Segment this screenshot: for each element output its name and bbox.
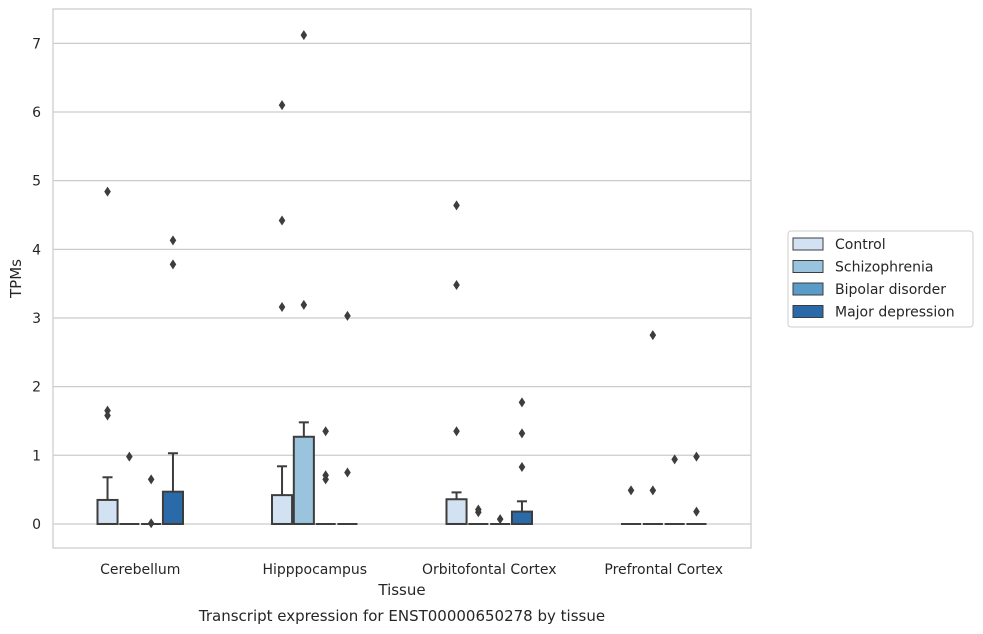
y-tick-label: 5 (32, 174, 41, 190)
gridlines (53, 42, 751, 525)
legend-label: Major depression (835, 305, 955, 321)
box-major-depression (510, 397, 534, 525)
outlier-point (278, 100, 286, 111)
outlier-point (104, 410, 111, 421)
x-tick-label: Orbitofontal Cortex (422, 562, 557, 578)
box-major-depression (161, 235, 185, 525)
box-control (270, 100, 294, 525)
legend-label: Control (835, 237, 886, 253)
box-body (510, 510, 534, 525)
outlier-point (693, 451, 700, 462)
outlier-point (649, 485, 657, 496)
outlier-point (627, 485, 635, 496)
outlier-point (453, 200, 460, 211)
y-tick-label: 2 (32, 380, 41, 396)
box-bipolar-disorder (315, 426, 336, 525)
outlier-point (126, 451, 133, 462)
legend-swatch (792, 305, 824, 318)
outlier-point (169, 259, 177, 270)
outlier-point (169, 235, 177, 246)
legend-swatch (792, 282, 824, 296)
box-body (96, 498, 119, 525)
x-tick-label: Prefrontal Cortex (604, 562, 723, 578)
x-axis-ticks: Cerebellum Hipppocampus Orbitofontal Corte… (100, 562, 723, 578)
outlier-point (322, 426, 329, 437)
box-major-depression (686, 451, 707, 525)
outlier-point (344, 310, 351, 321)
legend-swatch (792, 260, 824, 273)
y-tick-label: 6 (32, 105, 41, 121)
outlier-point (518, 428, 526, 439)
outlier-point (278, 301, 286, 312)
outlier-point (344, 467, 351, 478)
outlier-point (300, 299, 308, 310)
y-tick-label: 1 (32, 448, 41, 464)
outlier-point (453, 426, 460, 437)
box-schizophrenia (642, 330, 663, 525)
y-axis-ticks: 0 1 2 3 4 5 6 7 (32, 36, 41, 533)
outlier-point (147, 518, 155, 529)
box-schizophrenia (119, 451, 140, 525)
box-control (445, 200, 468, 525)
y-tick-label: 7 (32, 36, 41, 52)
box-bipolar-disorder (664, 454, 685, 525)
box-schizophrenia (292, 30, 315, 525)
outlier-point (693, 506, 700, 517)
outlier-point (453, 280, 460, 291)
outlier-point (649, 330, 657, 341)
chart-caption: Transcript expression for ENST0000065027… (198, 607, 605, 625)
box-major-depression (337, 310, 358, 525)
outlier-point (475, 507, 482, 518)
outlier-point (300, 30, 308, 41)
outlier-point (278, 215, 286, 226)
outlier-point (147, 474, 155, 485)
legend: Control Schizophrenia Bipolar disorder Majo… (787, 230, 974, 328)
outlier-point (322, 474, 329, 485)
y-tick-label: 4 (32, 242, 41, 258)
y-tick-label: 0 (32, 517, 41, 533)
legend-label: Schizophrenia (835, 260, 933, 276)
plot-area (52, 8, 752, 549)
outlier-point (518, 461, 526, 472)
box-marks (96, 30, 707, 529)
outlier-point (104, 186, 111, 197)
x-tick-label: Cerebellum (100, 562, 180, 578)
box-schizophrenia (468, 504, 489, 525)
box-bipolar-disorder (490, 514, 511, 525)
box-body (292, 435, 315, 525)
box-body (270, 494, 294, 525)
outlier-point (518, 397, 526, 408)
x-tick-label: Hipppocampus (262, 562, 367, 578)
x-axis-label: Tissue (377, 581, 425, 599)
box-bipolar-disorder (141, 474, 162, 529)
legend-label: Bipolar disorder (835, 282, 946, 298)
legend-frame (787, 230, 974, 328)
box-control (620, 485, 642, 525)
outlier-point (496, 514, 504, 525)
box-body (445, 498, 468, 525)
y-tick-label: 3 (32, 311, 41, 327)
legend-swatch (792, 237, 824, 251)
box-body (161, 490, 185, 525)
y-axis-label: TPMs (7, 259, 25, 299)
outlier-point (671, 454, 678, 465)
box-control (96, 186, 119, 525)
